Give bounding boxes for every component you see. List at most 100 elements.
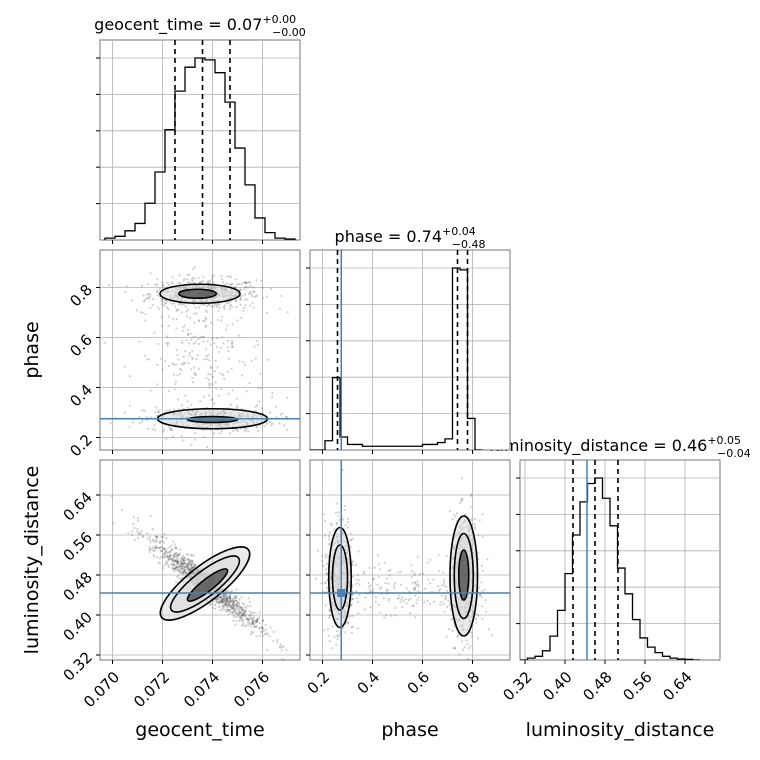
sample-point xyxy=(243,288,246,291)
sample-point xyxy=(211,337,214,340)
sample-point xyxy=(158,557,162,560)
sample-point xyxy=(218,455,220,457)
sample-point xyxy=(218,596,222,599)
sample-point xyxy=(238,608,241,612)
sample-point xyxy=(217,598,220,601)
sample-point xyxy=(220,601,223,604)
sample-point xyxy=(174,560,177,563)
sample-point xyxy=(187,568,190,571)
sample-point xyxy=(192,562,195,565)
sample-point xyxy=(336,634,339,637)
sample-point xyxy=(225,282,228,285)
sample-point xyxy=(414,594,417,597)
sample-point xyxy=(227,283,230,286)
sample-point xyxy=(139,532,142,535)
sample-point xyxy=(187,362,190,365)
sample-point xyxy=(167,555,170,558)
sample-point xyxy=(221,598,224,601)
sample-point xyxy=(230,367,233,370)
sample-point xyxy=(232,610,235,613)
sample-point xyxy=(112,522,115,525)
sample-point xyxy=(182,554,185,557)
sample-point xyxy=(351,598,354,601)
sample-point xyxy=(185,338,188,342)
sample-point xyxy=(265,422,268,425)
sample-point xyxy=(238,615,242,618)
sample-point xyxy=(228,598,231,602)
sample-point xyxy=(416,590,420,593)
sample-point xyxy=(479,593,482,597)
sample-point xyxy=(190,554,193,557)
sample-point xyxy=(248,291,251,294)
sample-point xyxy=(190,553,194,557)
sample-point xyxy=(231,340,234,343)
sample-point xyxy=(149,293,152,296)
sample-point xyxy=(241,613,244,616)
sample-point xyxy=(350,631,354,634)
sample-point xyxy=(165,437,168,441)
sample-point xyxy=(364,596,367,599)
sample-point xyxy=(192,554,195,557)
sample-point xyxy=(185,310,188,313)
sample-point xyxy=(233,596,236,599)
sample-point xyxy=(176,560,179,563)
sample-point xyxy=(177,574,180,577)
sample-point xyxy=(154,406,157,409)
sample-point xyxy=(238,613,241,616)
sample-point xyxy=(232,606,235,610)
sample-point xyxy=(181,339,184,342)
sample-point xyxy=(173,553,176,557)
sample-point xyxy=(251,631,254,634)
sample-point xyxy=(258,424,261,427)
sample-point xyxy=(161,284,165,287)
sample-point xyxy=(249,605,252,608)
sample-point xyxy=(197,276,200,280)
sample-point xyxy=(231,600,235,603)
sample-point xyxy=(245,282,248,285)
sample-point xyxy=(172,563,175,566)
sample-point xyxy=(167,558,170,562)
sample-point xyxy=(158,308,161,311)
sample-point xyxy=(224,328,228,331)
sample-point xyxy=(278,307,281,310)
sample-point xyxy=(351,537,354,540)
sample-point xyxy=(245,606,248,610)
sample-point xyxy=(481,569,484,572)
sample-point xyxy=(254,357,257,360)
sample-point xyxy=(172,559,175,562)
sample-point xyxy=(127,532,130,535)
sample-point xyxy=(225,597,229,600)
sample-point xyxy=(222,594,225,597)
sample-point xyxy=(248,281,252,285)
sample-point xyxy=(179,570,182,573)
sample-point xyxy=(397,571,400,574)
sample-point xyxy=(367,582,370,585)
sample-point xyxy=(460,498,464,502)
sample-point xyxy=(179,564,182,567)
sample-point xyxy=(162,555,165,558)
sample-point xyxy=(444,596,447,599)
sample-point xyxy=(186,558,190,561)
y-tick-label-luminosity_distance: 0.56 xyxy=(60,528,96,564)
sample-point xyxy=(214,604,217,607)
sample-point xyxy=(243,611,246,614)
sample-point xyxy=(320,559,324,562)
sample-point xyxy=(261,627,264,630)
sample-point xyxy=(156,547,159,550)
sample-point xyxy=(271,422,274,425)
sample-point xyxy=(265,311,268,315)
sample-point xyxy=(187,563,190,566)
sample-point xyxy=(383,561,386,564)
sample-point xyxy=(460,477,464,480)
sample-point xyxy=(187,562,190,565)
sample-point xyxy=(222,595,225,598)
sample-point xyxy=(187,558,191,561)
sample-point xyxy=(429,558,432,561)
sample-point xyxy=(227,603,231,606)
sample-point xyxy=(387,597,391,600)
sample-point xyxy=(394,614,397,617)
sample-point xyxy=(477,534,480,537)
sample-point xyxy=(169,428,172,431)
sample-point xyxy=(165,335,169,338)
sample-point xyxy=(183,558,186,562)
